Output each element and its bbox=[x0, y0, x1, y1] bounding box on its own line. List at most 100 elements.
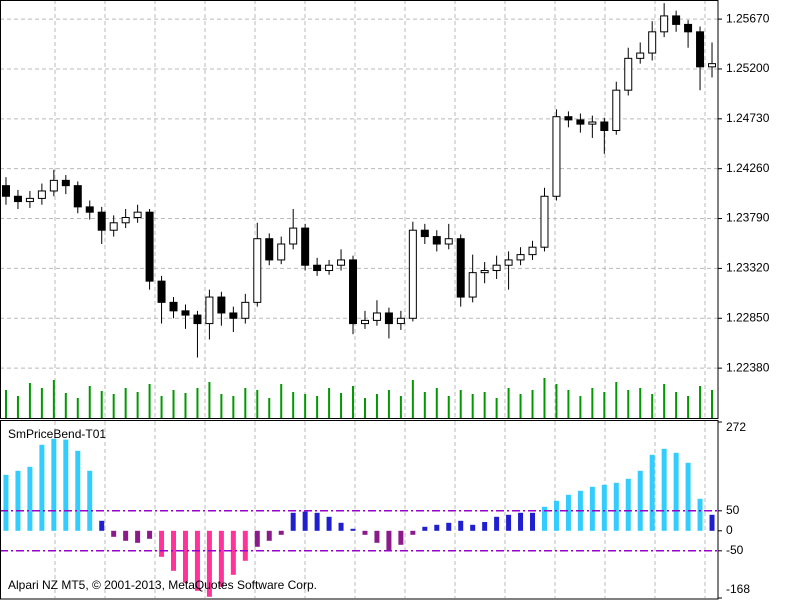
candle-body bbox=[85, 206, 94, 213]
candle-body bbox=[349, 259, 358, 325]
histogram-bar bbox=[266, 530, 272, 541]
histogram-bar bbox=[673, 452, 679, 531]
histogram-bar bbox=[422, 526, 428, 531]
histogram-bar bbox=[194, 530, 200, 591]
histogram-bar bbox=[589, 486, 595, 531]
candle-body bbox=[648, 31, 657, 54]
histogram-bar bbox=[326, 516, 332, 531]
y-tick-label: 1.24730 bbox=[726, 111, 770, 125]
histogram-bar bbox=[290, 512, 296, 531]
histogram-bar bbox=[75, 450, 81, 531]
candle-body bbox=[205, 296, 214, 325]
histogram-bar bbox=[434, 524, 440, 531]
histogram-bar bbox=[398, 530, 404, 545]
candle-body bbox=[181, 310, 190, 316]
candle-body bbox=[576, 119, 585, 125]
candle-body bbox=[325, 264, 334, 272]
candle-body bbox=[337, 259, 346, 266]
candle-body bbox=[13, 195, 22, 203]
histogram-bar bbox=[541, 506, 547, 531]
histogram-bar bbox=[410, 530, 416, 535]
histogram-bar bbox=[625, 478, 631, 531]
candle-body bbox=[564, 116, 573, 121]
candle-body bbox=[684, 23, 693, 33]
histogram-bar bbox=[171, 530, 177, 571]
histogram-bar bbox=[697, 498, 703, 531]
y-tick-label: 50 bbox=[726, 503, 740, 517]
histogram-bar bbox=[87, 470, 93, 531]
histogram-bar bbox=[302, 511, 308, 531]
histogram-bar bbox=[386, 530, 392, 550]
candle-body bbox=[73, 185, 82, 208]
footer: Alpari NZ MT5, © 2001-2013, MetaQuotes S… bbox=[8, 578, 317, 592]
histogram-bar bbox=[111, 530, 117, 537]
candle-body bbox=[528, 246, 537, 256]
candle-body bbox=[145, 211, 154, 282]
candle-body bbox=[217, 296, 226, 314]
histogram-bar bbox=[565, 494, 571, 531]
histogram-bar bbox=[242, 530, 248, 561]
candle-body bbox=[133, 211, 142, 218]
candle-body bbox=[265, 238, 274, 261]
candle-body bbox=[1, 185, 10, 197]
histogram-bar bbox=[230, 530, 236, 575]
candle-body bbox=[432, 236, 441, 245]
y-tick-label: 1.25200 bbox=[726, 61, 770, 75]
histogram-bar bbox=[661, 448, 667, 531]
candle-body bbox=[61, 179, 70, 187]
candle-body bbox=[516, 254, 525, 261]
histogram-bar bbox=[159, 530, 165, 557]
candle-body bbox=[313, 264, 322, 272]
histogram-bar bbox=[470, 524, 476, 531]
candle-body bbox=[360, 319, 369, 325]
candle-body bbox=[253, 238, 262, 303]
candle-body bbox=[588, 121, 597, 125]
histogram-bar bbox=[637, 470, 643, 531]
candle-body bbox=[504, 259, 513, 266]
candle-body bbox=[241, 301, 250, 319]
candle-body bbox=[372, 312, 381, 321]
candle-body bbox=[301, 227, 310, 266]
candle-body bbox=[420, 229, 429, 238]
histogram-bar bbox=[278, 530, 284, 535]
histogram-bar bbox=[494, 516, 500, 531]
histogram-bar bbox=[362, 530, 368, 535]
histogram-bar bbox=[218, 530, 224, 587]
histogram-bar bbox=[63, 439, 69, 531]
histogram-bar bbox=[99, 520, 105, 531]
candle-body bbox=[229, 312, 238, 319]
candle-body bbox=[540, 195, 549, 248]
histogram-bar bbox=[709, 514, 715, 531]
candle-body bbox=[444, 238, 453, 245]
histogram-bar bbox=[206, 530, 212, 597]
indicator-title: SmPriceBend-T01 bbox=[8, 427, 106, 441]
candle-body bbox=[480, 270, 489, 274]
candle-body bbox=[157, 280, 166, 303]
histogram-bar bbox=[123, 530, 129, 541]
candle-body bbox=[169, 301, 178, 312]
histogram-bar bbox=[15, 470, 21, 531]
candle-body bbox=[552, 116, 561, 197]
candle-body bbox=[109, 222, 118, 231]
histogram-bar bbox=[27, 466, 33, 531]
candle-body bbox=[468, 272, 477, 298]
candle-body bbox=[384, 312, 393, 325]
candle-body bbox=[636, 52, 645, 59]
histogram-bar bbox=[135, 530, 141, 543]
histogram-bar bbox=[254, 530, 260, 547]
histogram-bar bbox=[518, 512, 524, 531]
candle-body bbox=[25, 197, 34, 203]
histogram-bar bbox=[506, 514, 512, 531]
y-tick-label: 1.25670 bbox=[726, 11, 770, 25]
y-tick-label: 1.24260 bbox=[726, 161, 770, 175]
histogram-bar bbox=[685, 462, 691, 531]
histogram-bar bbox=[39, 444, 45, 531]
histogram-bar bbox=[3, 474, 9, 531]
y-tick-label: 1.22850 bbox=[726, 310, 770, 324]
candle-body bbox=[37, 190, 46, 199]
candle-body bbox=[408, 229, 417, 319]
candle-body bbox=[396, 317, 405, 325]
candle-body bbox=[612, 89, 621, 131]
